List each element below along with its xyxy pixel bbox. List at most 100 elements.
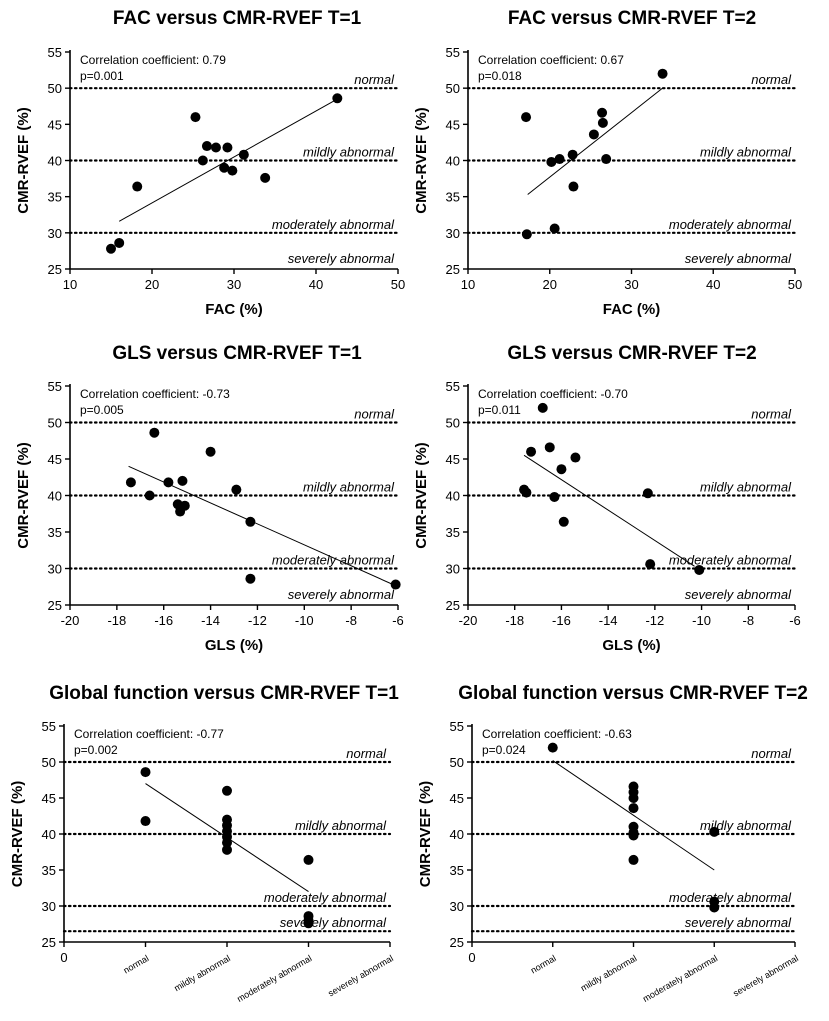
y-tick-label: 35 bbox=[446, 525, 460, 540]
x-tick-label: 30 bbox=[227, 277, 241, 292]
chart-panel-2: FAC versus CMR-RVEF T=2 25 30 35 40 45 50 55 10 2… bbox=[413, 8, 802, 318]
data-point bbox=[521, 487, 532, 498]
y-tick-label: 30 bbox=[42, 899, 56, 914]
x-category-label: mildly abnormal bbox=[172, 953, 232, 993]
y-tick-label: 55 bbox=[446, 379, 460, 394]
y-axis-label: CMR-RVEF (%) bbox=[413, 107, 430, 213]
p-value-label: p=0.001 bbox=[80, 69, 124, 83]
data-point bbox=[597, 117, 608, 128]
data-point bbox=[645, 559, 656, 570]
data-point bbox=[238, 149, 249, 160]
data-point bbox=[140, 767, 151, 778]
y-tick-label: 50 bbox=[48, 81, 62, 96]
chart-title: Global function versus CMR-RVEF T=1 bbox=[49, 683, 399, 704]
y-tick-label: 25 bbox=[446, 598, 460, 613]
zone-label: moderately abnormal bbox=[272, 553, 395, 568]
data-point bbox=[201, 141, 212, 152]
x-tick-label: 40 bbox=[706, 277, 720, 292]
data-point bbox=[526, 446, 537, 457]
data-point bbox=[245, 573, 256, 584]
data-point bbox=[140, 816, 151, 827]
y-tick-label: 35 bbox=[48, 190, 62, 205]
data-point bbox=[149, 427, 160, 438]
y-axis-label: CMR-RVEF (%) bbox=[417, 781, 434, 887]
data-point bbox=[628, 793, 639, 803]
data-point bbox=[179, 500, 190, 511]
y-axis-label: CMR-RVEF (%) bbox=[9, 781, 26, 887]
data-point bbox=[537, 402, 548, 413]
x-tick-label: -14 bbox=[201, 613, 220, 628]
chart-title: Global function versus CMR-RVEF T=2 bbox=[458, 683, 808, 704]
zone-label: severely abnormal bbox=[288, 251, 395, 266]
data-point bbox=[219, 162, 230, 173]
y-axis-label: CMR-RVEF (%) bbox=[15, 107, 32, 213]
x-tick-label: 0 bbox=[60, 950, 67, 965]
correlation-label: Correlation coefficient: 0.79 bbox=[80, 53, 226, 67]
data-point bbox=[177, 475, 188, 486]
data-point bbox=[390, 579, 401, 590]
data-point bbox=[222, 785, 232, 796]
data-point bbox=[544, 442, 555, 453]
data-point bbox=[554, 154, 565, 165]
x-tick-label: -8 bbox=[743, 613, 755, 628]
x-axis-label: GLS (%) bbox=[205, 637, 263, 654]
y-axis-label: CMR-RVEF (%) bbox=[15, 442, 32, 548]
y-tick-label: 45 bbox=[48, 452, 62, 467]
x-tick-label: -8 bbox=[345, 613, 357, 628]
x-tick-label: 0 bbox=[468, 950, 475, 965]
zone-label: severely abnormal bbox=[685, 915, 792, 930]
zone-label: normal bbox=[751, 72, 792, 87]
y-tick-label: 25 bbox=[450, 935, 464, 950]
regression-line bbox=[552, 760, 715, 871]
y-tick-label: 45 bbox=[42, 791, 56, 806]
zone-label: normal bbox=[751, 407, 792, 422]
y-tick-label: 55 bbox=[450, 719, 464, 734]
data-point bbox=[197, 155, 208, 166]
zone-label: mildly abnormal bbox=[303, 480, 395, 495]
p-value-label: p=0.024 bbox=[482, 743, 526, 757]
data-point bbox=[549, 491, 560, 502]
x-tick-label: 40 bbox=[309, 277, 323, 292]
p-value-label: p=0.011 bbox=[478, 403, 521, 417]
correlation-label: Correlation coefficient: -0.70 bbox=[478, 387, 628, 401]
correlation-label: Correlation coefficient: -0.77 bbox=[74, 727, 224, 741]
y-tick-label: 40 bbox=[42, 827, 56, 842]
zone-label: severely abnormal bbox=[288, 587, 395, 602]
x-category-label: severely abnormal bbox=[731, 953, 800, 998]
x-tick-label: -20 bbox=[459, 613, 478, 628]
y-tick-label: 55 bbox=[48, 379, 62, 394]
y-axis-label: CMR-RVEF (%) bbox=[413, 442, 430, 548]
y-tick-label: 30 bbox=[446, 226, 460, 241]
regression-line bbox=[118, 98, 338, 222]
x-tick-label: 50 bbox=[788, 277, 802, 292]
data-point bbox=[132, 181, 143, 192]
chart-title: FAC versus CMR-RVEF T=2 bbox=[508, 8, 756, 29]
zone-label: mildly abnormal bbox=[295, 818, 387, 833]
data-point bbox=[303, 918, 314, 929]
x-axis-label: FAC (%) bbox=[205, 301, 263, 318]
p-value-label: p=0.018 bbox=[478, 69, 522, 83]
zone-label: normal bbox=[751, 746, 792, 761]
p-value-label: p=0.005 bbox=[80, 403, 124, 417]
chart-panel-4: GLS versus CMR-RVEF T=2 25 30 35 40 45 50 55 -20… bbox=[413, 343, 801, 654]
y-tick-label: 55 bbox=[42, 719, 56, 734]
data-point bbox=[332, 93, 343, 104]
data-point bbox=[657, 68, 668, 79]
y-tick-label: 45 bbox=[450, 791, 464, 806]
data-point bbox=[709, 826, 720, 837]
data-point bbox=[570, 452, 581, 463]
x-tick-label: -10 bbox=[692, 613, 711, 628]
data-point bbox=[231, 484, 242, 495]
x-tick-label: -20 bbox=[61, 613, 80, 628]
chart-panel-6: Global function versus CMR-RVEF T=2 25 30 3… bbox=[417, 683, 808, 1004]
y-tick-label: 40 bbox=[48, 154, 62, 169]
y-tick-label: 25 bbox=[42, 935, 56, 950]
y-tick-label: 40 bbox=[446, 489, 460, 504]
chart-panel-5: Global function versus CMR-RVEF T=1 25 30 3… bbox=[9, 683, 399, 1004]
data-point bbox=[549, 223, 560, 234]
regression-line bbox=[527, 87, 663, 195]
x-tick-label: 20 bbox=[145, 277, 159, 292]
x-tick-label: -12 bbox=[645, 613, 664, 628]
y-tick-label: 50 bbox=[48, 416, 62, 431]
